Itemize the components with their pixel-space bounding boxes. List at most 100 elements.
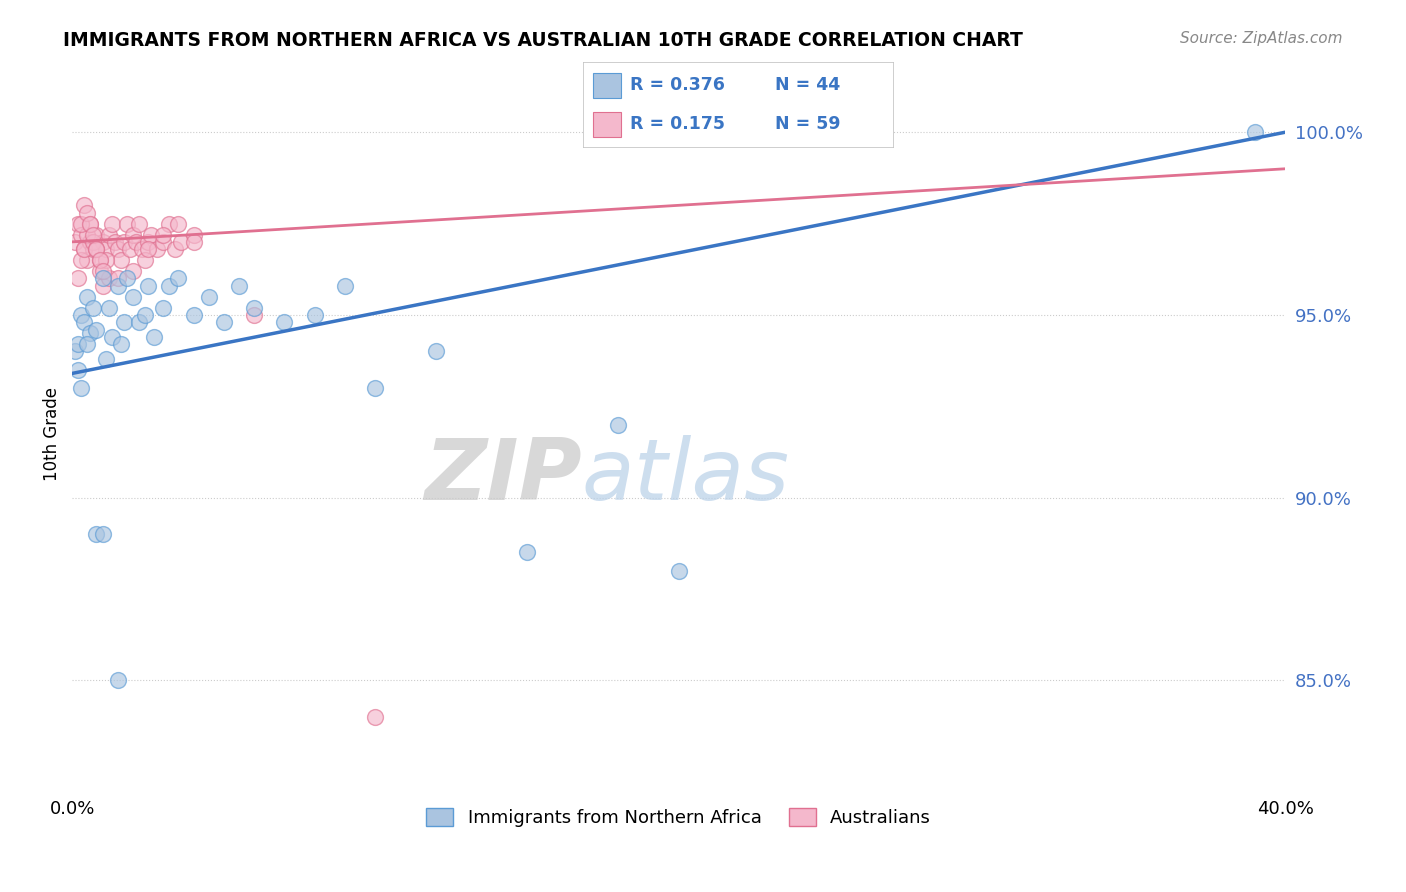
Point <box>107 278 129 293</box>
Point <box>107 673 129 688</box>
Point <box>128 315 150 329</box>
Point <box>128 217 150 231</box>
Point <box>110 253 132 268</box>
Point <box>70 227 93 242</box>
Point <box>82 242 104 256</box>
Point <box>668 564 690 578</box>
Point <box>67 217 90 231</box>
Point <box>76 205 98 219</box>
Point <box>91 264 114 278</box>
Point <box>131 242 153 256</box>
Point <box>76 290 98 304</box>
Text: R = 0.175: R = 0.175 <box>630 115 725 133</box>
Point <box>100 330 122 344</box>
Point <box>212 315 235 329</box>
Point <box>89 253 111 268</box>
Point <box>143 330 166 344</box>
Point <box>82 227 104 242</box>
Point <box>157 217 180 231</box>
Point <box>65 235 87 249</box>
Point <box>100 217 122 231</box>
Point <box>70 381 93 395</box>
Point <box>167 271 190 285</box>
Point <box>139 227 162 242</box>
Point <box>122 264 145 278</box>
Point <box>112 235 135 249</box>
Point <box>91 271 114 285</box>
Point <box>94 351 117 366</box>
Point <box>118 242 141 256</box>
Point <box>243 301 266 315</box>
Point <box>73 242 96 256</box>
Text: IMMIGRANTS FROM NORTHERN AFRICA VS AUSTRALIAN 10TH GRADE CORRELATION CHART: IMMIGRANTS FROM NORTHERN AFRICA VS AUSTR… <box>63 31 1024 50</box>
Point <box>82 301 104 315</box>
Legend: Immigrants from Northern Africa, Australians: Immigrants from Northern Africa, Austral… <box>419 800 938 834</box>
Point <box>91 235 114 249</box>
Point <box>73 242 96 256</box>
Point <box>79 217 101 231</box>
Point <box>76 227 98 242</box>
Point <box>67 363 90 377</box>
Point <box>152 227 174 242</box>
Point <box>89 253 111 268</box>
Text: N = 44: N = 44 <box>775 77 841 95</box>
Point <box>89 264 111 278</box>
Point <box>97 227 120 242</box>
Point <box>122 227 145 242</box>
Point <box>136 278 159 293</box>
Point <box>79 217 101 231</box>
Point <box>183 227 205 242</box>
Point <box>134 253 156 268</box>
Point <box>97 301 120 315</box>
Point <box>228 278 250 293</box>
Text: ZIP: ZIP <box>425 435 582 518</box>
Point <box>152 301 174 315</box>
Point <box>516 545 538 559</box>
Point <box>136 242 159 256</box>
Point <box>243 308 266 322</box>
Point <box>364 381 387 395</box>
Point <box>146 242 169 256</box>
FancyBboxPatch shape <box>593 112 620 137</box>
Point <box>86 242 108 256</box>
Point <box>1243 125 1265 139</box>
Text: N = 59: N = 59 <box>775 115 841 133</box>
Point <box>333 278 356 293</box>
FancyBboxPatch shape <box>593 72 620 98</box>
Point <box>82 235 104 249</box>
Point <box>91 278 114 293</box>
Point <box>79 235 101 249</box>
Point <box>86 227 108 242</box>
Point <box>107 242 129 256</box>
Point <box>115 271 138 285</box>
Point <box>73 315 96 329</box>
Point <box>136 235 159 249</box>
Point <box>94 242 117 256</box>
Point <box>183 308 205 322</box>
Point <box>165 242 187 256</box>
Point <box>122 290 145 304</box>
Text: atlas: atlas <box>582 435 790 518</box>
Point <box>86 242 108 256</box>
Point <box>86 527 108 541</box>
Y-axis label: 10th Grade: 10th Grade <box>44 386 60 481</box>
Point <box>70 253 93 268</box>
Point <box>125 235 148 249</box>
Point <box>304 308 326 322</box>
Point <box>425 344 447 359</box>
Point <box>70 308 93 322</box>
Point <box>364 710 387 724</box>
Point <box>86 322 108 336</box>
Point <box>67 337 90 351</box>
Point <box>65 344 87 359</box>
Point <box>157 278 180 293</box>
Point <box>273 315 295 329</box>
Point <box>183 235 205 249</box>
Point <box>607 417 630 432</box>
Point <box>97 271 120 285</box>
Point <box>104 235 127 249</box>
Point <box>197 290 219 304</box>
Point <box>94 253 117 268</box>
Point <box>76 253 98 268</box>
Point <box>107 271 129 285</box>
